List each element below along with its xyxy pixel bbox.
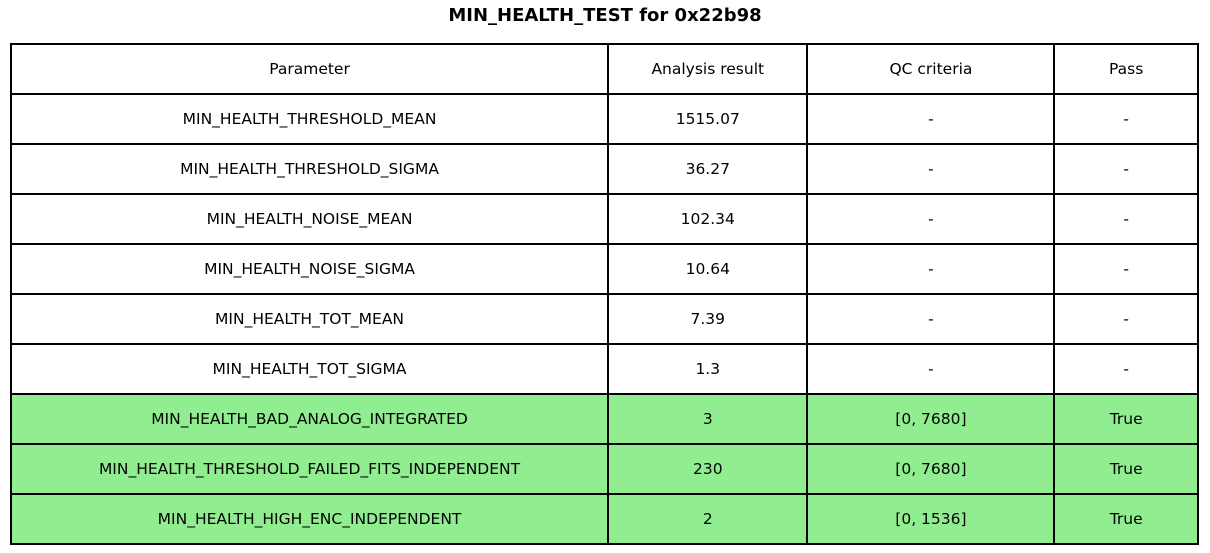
cell-qc-criteria: - bbox=[806, 343, 1056, 395]
results-table: Parameter Analysis result QC criteria Pa… bbox=[9, 43, 1199, 545]
cell-qc-criteria: - bbox=[806, 93, 1056, 145]
table-row: MIN_HEALTH_TOT_SIGMA 1.3 - - bbox=[9, 343, 1199, 395]
table-row: MIN_HEALTH_NOISE_SIGMA 10.64 - - bbox=[9, 243, 1199, 295]
cell-pass: - bbox=[1053, 343, 1199, 395]
cell-qc-criteria: - bbox=[806, 143, 1056, 195]
cell-parameter: MIN_HEALTH_THRESHOLD_MEAN bbox=[9, 93, 610, 145]
table-row-pass: MIN_HEALTH_BAD_ANALOG_INTEGRATED 3 [0, 7… bbox=[9, 393, 1199, 445]
cell-pass: - bbox=[1053, 243, 1199, 295]
cell-analysis-result: 36.27 bbox=[607, 143, 809, 195]
col-header-parameter: Parameter bbox=[9, 43, 610, 95]
cell-parameter: MIN_HEALTH_HIGH_ENC_INDEPENDENT bbox=[9, 493, 610, 545]
cell-analysis-result: 230 bbox=[607, 443, 809, 495]
cell-analysis-result: 102.34 bbox=[607, 193, 809, 245]
table-row: MIN_HEALTH_TOT_MEAN 7.39 - - bbox=[9, 293, 1199, 345]
table-row: MIN_HEALTH_THRESHOLD_SIGMA 36.27 - - bbox=[9, 143, 1199, 195]
table-row-pass: MIN_HEALTH_HIGH_ENC_INDEPENDENT 2 [0, 15… bbox=[9, 493, 1199, 545]
cell-qc-criteria: - bbox=[806, 293, 1056, 345]
page-title: MIN_HEALTH_TEST for 0x22b98 bbox=[448, 5, 762, 26]
cell-qc-criteria: [0, 1536] bbox=[806, 493, 1056, 545]
cell-parameter: MIN_HEALTH_THRESHOLD_SIGMA bbox=[9, 143, 610, 195]
cell-qc-criteria: [0, 7680] bbox=[806, 443, 1056, 495]
cell-pass: True bbox=[1053, 493, 1199, 545]
cell-pass: - bbox=[1053, 293, 1199, 345]
cell-qc-criteria: - bbox=[806, 193, 1056, 245]
cell-analysis-result: 3 bbox=[607, 393, 809, 445]
table-row-pass: MIN_HEALTH_THRESHOLD_FAILED_FITS_INDEPEN… bbox=[9, 443, 1199, 495]
cell-qc-criteria: - bbox=[806, 243, 1056, 295]
cell-parameter: MIN_HEALTH_NOISE_MEAN bbox=[9, 193, 610, 245]
cell-analysis-result: 7.39 bbox=[607, 293, 809, 345]
cell-analysis-result: 10.64 bbox=[607, 243, 809, 295]
header-row: Parameter Analysis result QC criteria Pa… bbox=[9, 43, 1199, 95]
cell-parameter: MIN_HEALTH_THRESHOLD_FAILED_FITS_INDEPEN… bbox=[9, 443, 610, 495]
cell-parameter: MIN_HEALTH_TOT_MEAN bbox=[9, 293, 610, 345]
cell-parameter: MIN_HEALTH_NOISE_SIGMA bbox=[9, 243, 610, 295]
table-row: MIN_HEALTH_THRESHOLD_MEAN 1515.07 - - bbox=[9, 93, 1199, 145]
cell-qc-criteria: [0, 7680] bbox=[806, 393, 1056, 445]
cell-pass: True bbox=[1053, 393, 1199, 445]
cell-pass: - bbox=[1053, 143, 1199, 195]
col-header-analysis-result: Analysis result bbox=[607, 43, 809, 95]
cell-analysis-result: 2 bbox=[607, 493, 809, 545]
cell-analysis-result: 1515.07 bbox=[607, 93, 809, 145]
col-header-qc-criteria: QC criteria bbox=[806, 43, 1056, 95]
cell-analysis-result: 1.3 bbox=[607, 343, 809, 395]
cell-pass: - bbox=[1053, 93, 1199, 145]
cell-parameter: MIN_HEALTH_BAD_ANALOG_INTEGRATED bbox=[9, 393, 610, 445]
table-row: MIN_HEALTH_NOISE_MEAN 102.34 - - bbox=[9, 193, 1199, 245]
col-header-pass: Pass bbox=[1053, 43, 1199, 95]
cell-parameter: MIN_HEALTH_TOT_SIGMA bbox=[9, 343, 610, 395]
cell-pass: True bbox=[1053, 443, 1199, 495]
cell-pass: - bbox=[1053, 193, 1199, 245]
